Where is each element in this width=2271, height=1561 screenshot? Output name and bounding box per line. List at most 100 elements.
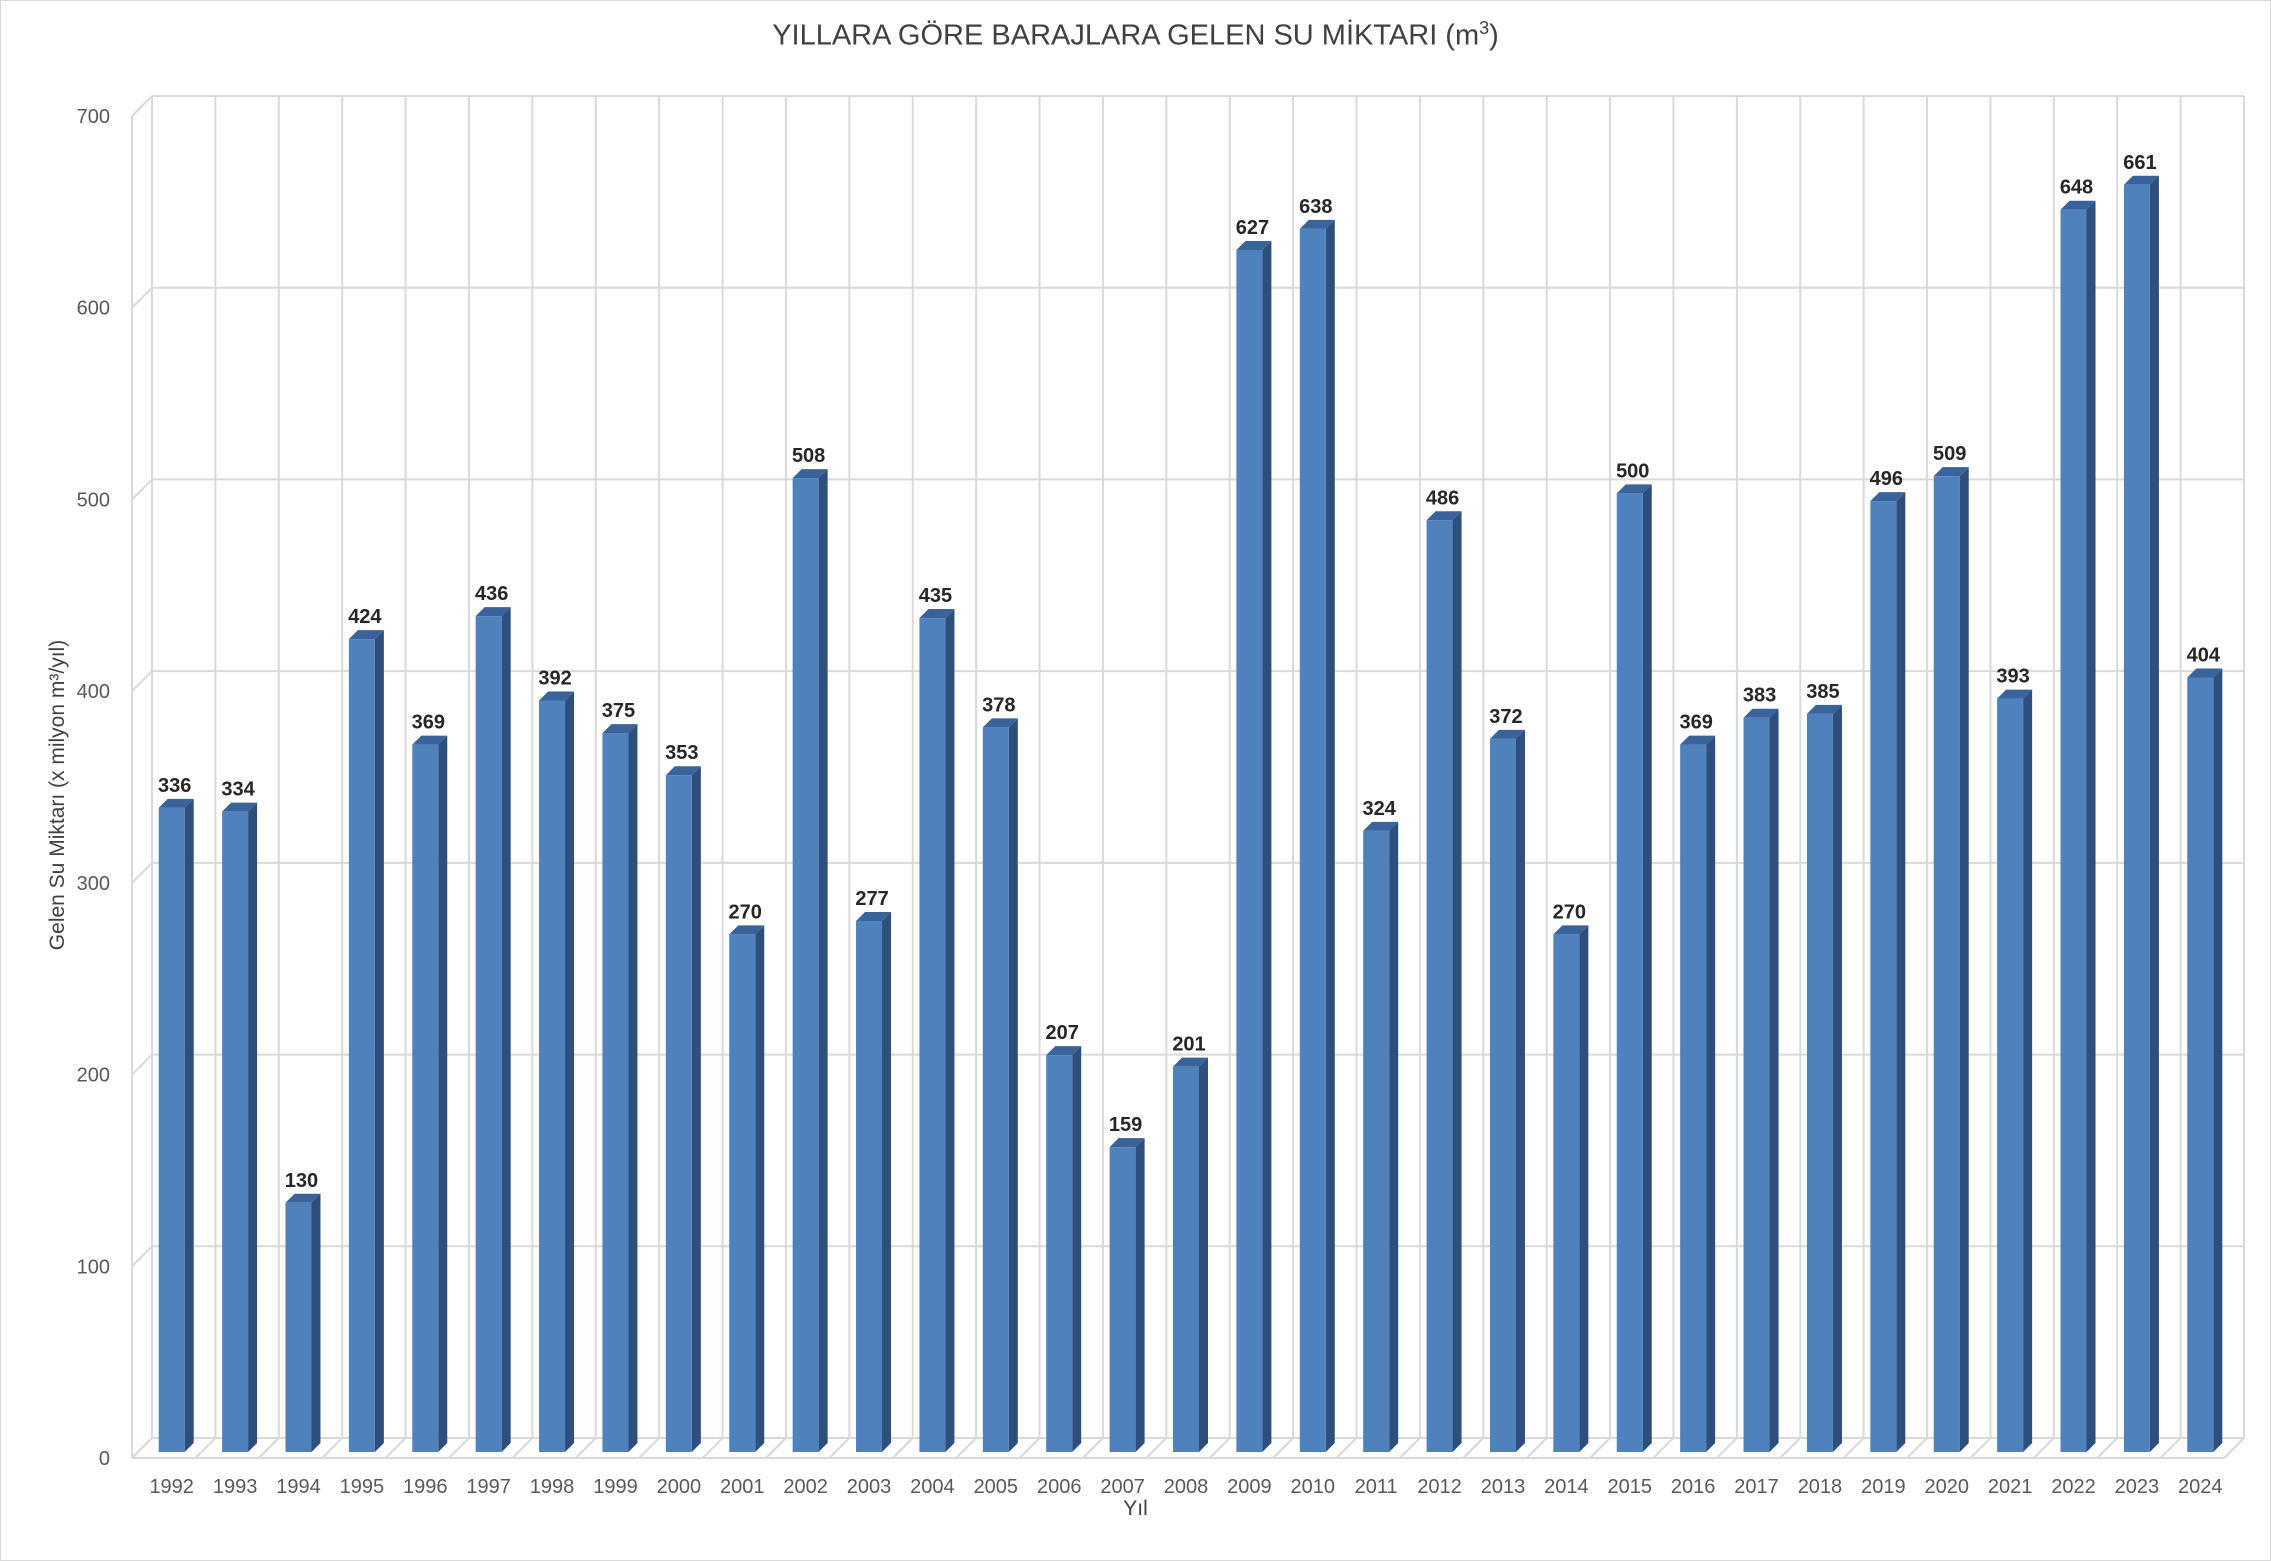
bar-side: [1072, 1046, 1082, 1452]
data-label: 385: [1806, 681, 1839, 703]
bar-top: [1299, 219, 1335, 229]
data-label: 201: [1172, 1034, 1205, 1056]
floor-gridline: [1399, 1437, 1421, 1459]
bar-side: [1262, 240, 1272, 1453]
chart-title: YILLARA GÖRE BARAJLARA GELEN SU MİKTARI …: [772, 18, 1499, 52]
x-tick-label: 2011: [1355, 1476, 1398, 1498]
bar-top: [665, 766, 701, 776]
x-tick-label: 2005: [974, 1476, 1019, 1498]
side-gridline: [131, 1245, 153, 1267]
bar-top: [1426, 511, 1462, 521]
bar: [665, 775, 692, 1452]
bar: [1173, 1066, 1199, 1452]
bar-top: [348, 630, 384, 640]
data-label: 436: [475, 583, 508, 605]
bar-side: [501, 607, 511, 1452]
bar-side: [184, 798, 194, 1452]
bar-top: [1109, 1138, 1145, 1148]
bar-top: [919, 609, 955, 619]
y-tick-label: 700: [77, 106, 110, 128]
floor-gridline: [1082, 1437, 1104, 1459]
x-tick-label: 1997: [466, 1476, 511, 1498]
bar-side: [628, 724, 638, 1452]
x-tick-label: 2002: [783, 1476, 828, 1498]
bar: [856, 920, 883, 1452]
bar-top: [2060, 200, 2096, 210]
x-tick-label: 2017: [1734, 1476, 1779, 1498]
bar: [1870, 501, 1897, 1452]
floor-gridline: [1145, 1437, 1168, 1459]
data-label: 130: [285, 1170, 318, 1192]
bar-side: [374, 630, 384, 1452]
bar: [285, 1202, 312, 1452]
bar: [475, 616, 502, 1452]
data-label: 383: [1743, 685, 1776, 707]
bar-side: [311, 1193, 321, 1452]
data-label: 369: [412, 712, 445, 734]
data-label: 270: [729, 901, 762, 923]
data-label: 353: [665, 742, 698, 764]
bar: [1680, 744, 1707, 1452]
floor-gridline: [1842, 1437, 1865, 1459]
bar-side: [1515, 729, 1525, 1452]
x-tick-label: 2021: [1988, 1476, 2033, 1498]
x-tick-label: 2024: [2178, 1476, 2223, 1498]
data-label: 500: [1616, 460, 1649, 482]
floor-gridline: [1589, 1437, 1611, 1459]
x-tick-label: 1995: [340, 1476, 385, 1498]
data-label: 372: [1489, 706, 1522, 728]
bar-side: [438, 735, 448, 1452]
data-label: 334: [221, 779, 255, 801]
x-tick-label: 2020: [1924, 1476, 1969, 1498]
floor-gridline: [1906, 1437, 1928, 1459]
y-axis-label: Gelen Su Miktarı (x milyon m³/yıl): [46, 639, 69, 951]
bar: [2187, 677, 2214, 1452]
data-label: 496: [1870, 468, 1903, 490]
bar-side: [1008, 718, 1018, 1452]
bar-top: [1743, 708, 1779, 718]
floor-gridline: [194, 1437, 217, 1459]
floor-gridline: [1779, 1437, 1801, 1459]
data-label: 404: [2187, 644, 2221, 666]
x-tick-label: 2003: [847, 1476, 892, 1498]
bar: [1236, 249, 1263, 1453]
bar-side: [691, 766, 701, 1452]
bar-top: [1363, 821, 1399, 831]
floor-gridline: [828, 1437, 851, 1459]
bar: [1363, 830, 1390, 1452]
bar-top: [412, 735, 448, 745]
bar: [348, 639, 375, 1452]
bar-side: [1452, 511, 1462, 1453]
floor-gridline: [1462, 1437, 1484, 1459]
floor-gridline: [1018, 1437, 1041, 1459]
data-label: 336: [158, 775, 191, 797]
floor-gridline: [1335, 1437, 1358, 1459]
x-tick-label: 1992: [149, 1476, 194, 1498]
bar-top: [1870, 492, 1906, 502]
data-label: 369: [1679, 712, 1712, 734]
bar-top: [1173, 1057, 1208, 1067]
bar: [1743, 717, 1770, 1452]
bar-top: [729, 925, 765, 935]
bar-side: [818, 469, 828, 1452]
bar-top: [2123, 175, 2159, 185]
bar-side: [2213, 668, 2223, 1452]
y-tick-label: 600: [77, 298, 110, 320]
x-tick-label: 1998: [530, 1476, 575, 1498]
bar: [1046, 1055, 1073, 1452]
data-label: 392: [538, 667, 571, 689]
floor-gridline: [575, 1437, 597, 1459]
floor-right-edge: [2223, 1437, 2245, 1459]
x-tick-label: 2015: [1608, 1476, 1653, 1498]
floor-gridline: [321, 1437, 343, 1459]
data-label: 627: [1236, 217, 1269, 239]
x-tick-label: 2022: [2051, 1476, 2096, 1498]
bar-top: [1616, 484, 1652, 494]
x-tick-label: 2006: [1037, 1476, 1082, 1498]
data-label: 324: [1362, 798, 1396, 820]
data-label: 277: [855, 888, 888, 910]
data-label: 486: [1426, 487, 1459, 509]
floor-gridline: [131, 1437, 153, 1459]
side-gridline: [131, 95, 153, 117]
data-label: 648: [2060, 177, 2093, 199]
